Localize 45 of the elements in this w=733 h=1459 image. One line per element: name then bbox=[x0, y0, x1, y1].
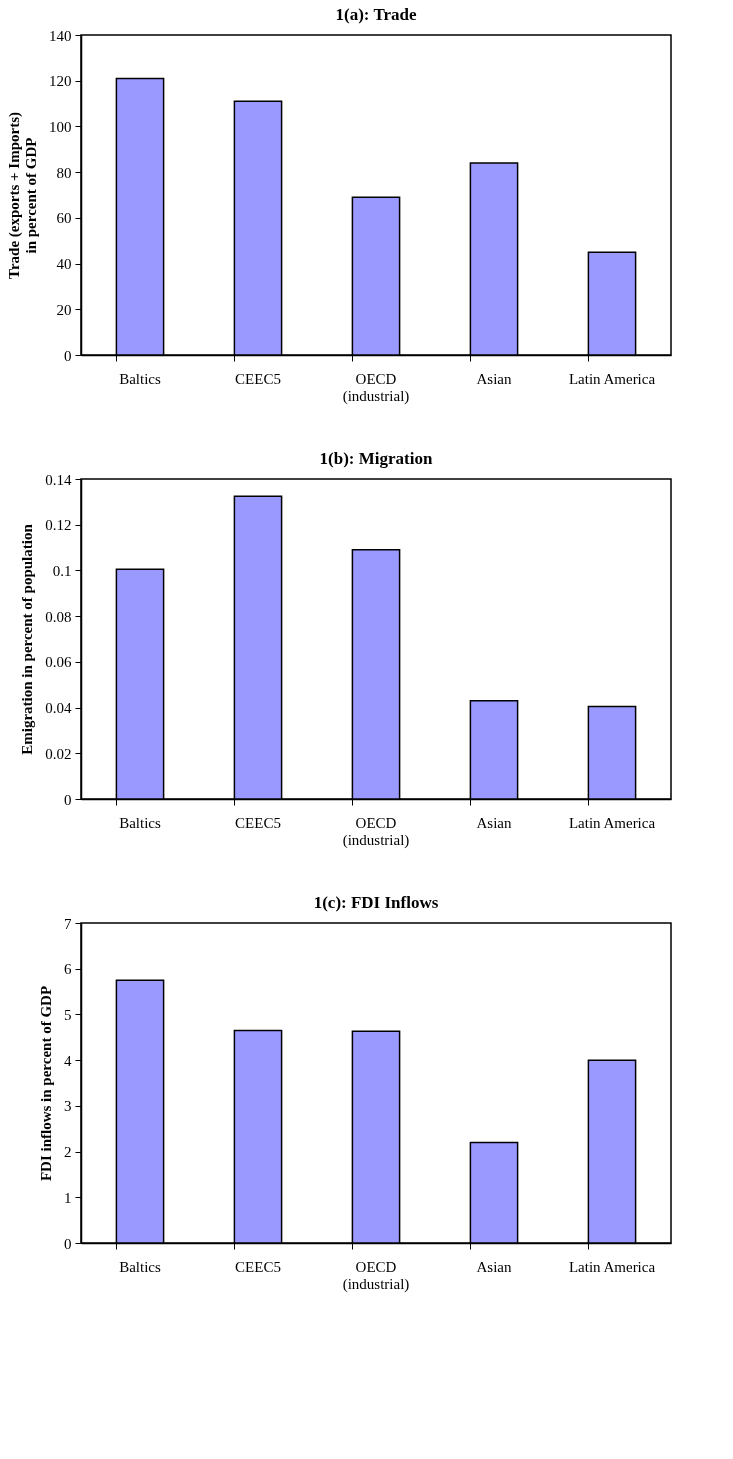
y-tick-label: 5 bbox=[64, 1006, 72, 1023]
y-tick-label: 0.08 bbox=[45, 608, 72, 625]
x-tick-label: Latin America bbox=[568, 1258, 656, 1275]
x-tick-label: Latin America bbox=[568, 370, 656, 387]
y-tick-label: 140 bbox=[49, 27, 72, 44]
y-tick-label: 120 bbox=[49, 73, 72, 90]
y-tick-label: 1 bbox=[64, 1189, 72, 1206]
x-tick-label: Asian bbox=[476, 1258, 512, 1275]
y-tick-label: 3 bbox=[64, 1098, 72, 1115]
x-tick-label: OECD (industrial) bbox=[342, 1258, 410, 1293]
x-tick-label: Baltics bbox=[119, 1258, 161, 1275]
y-tick-label: 40 bbox=[56, 256, 72, 273]
y-axis-title: Trade (exports + Imports) in percent of GDP bbox=[6, 112, 39, 279]
y-tick-label: 0.14 bbox=[45, 471, 72, 488]
x-tick-label: CEEC5 bbox=[235, 1258, 281, 1275]
y-axis-title: FDI inflows in percent of GDP bbox=[38, 985, 54, 1182]
y-tick-label: 6 bbox=[64, 961, 72, 978]
chart-title: 1(b): Migration bbox=[319, 449, 433, 468]
y-tick-label: 0 bbox=[64, 791, 72, 808]
y-tick-label: 100 bbox=[49, 118, 72, 135]
x-tick-label: Latin America bbox=[568, 814, 656, 831]
y-tick-label: 0.02 bbox=[45, 745, 72, 762]
y-tick-label: 0 bbox=[64, 1235, 72, 1252]
x-tick-label: Baltics bbox=[119, 814, 161, 831]
y-tick-label: 0.1 bbox=[52, 562, 72, 579]
y-tick-label: 60 bbox=[56, 210, 72, 227]
x-tick-label: OECD (industrial) bbox=[342, 814, 410, 849]
y-tick-label: 7 bbox=[64, 915, 72, 932]
y-axis-title: Emigration in percent of population bbox=[19, 523, 36, 755]
y-tick-label: 0 bbox=[64, 347, 72, 364]
y-tick-label: 0.04 bbox=[45, 700, 72, 717]
x-tick-label: CEEC5 bbox=[235, 814, 281, 831]
y-tick-label: 0.06 bbox=[45, 654, 72, 671]
chart-title: 1(a): Trade bbox=[335, 5, 417, 24]
x-tick-label: Baltics bbox=[119, 370, 161, 387]
y-tick-label: 80 bbox=[56, 164, 72, 181]
x-tick-label: Asian bbox=[476, 814, 512, 831]
chart-title: 1(c): FDI Inflows bbox=[313, 893, 439, 912]
y-tick-label: 2 bbox=[64, 1144, 72, 1161]
x-tick-label: Asian bbox=[476, 370, 512, 387]
x-tick-label: OECD (industrial) bbox=[342, 370, 410, 405]
y-tick-label: 0.12 bbox=[45, 517, 72, 534]
x-tick-label: CEEC5 bbox=[235, 370, 281, 387]
y-tick-label: 4 bbox=[64, 1052, 72, 1069]
y-tick-label: 20 bbox=[56, 301, 72, 318]
